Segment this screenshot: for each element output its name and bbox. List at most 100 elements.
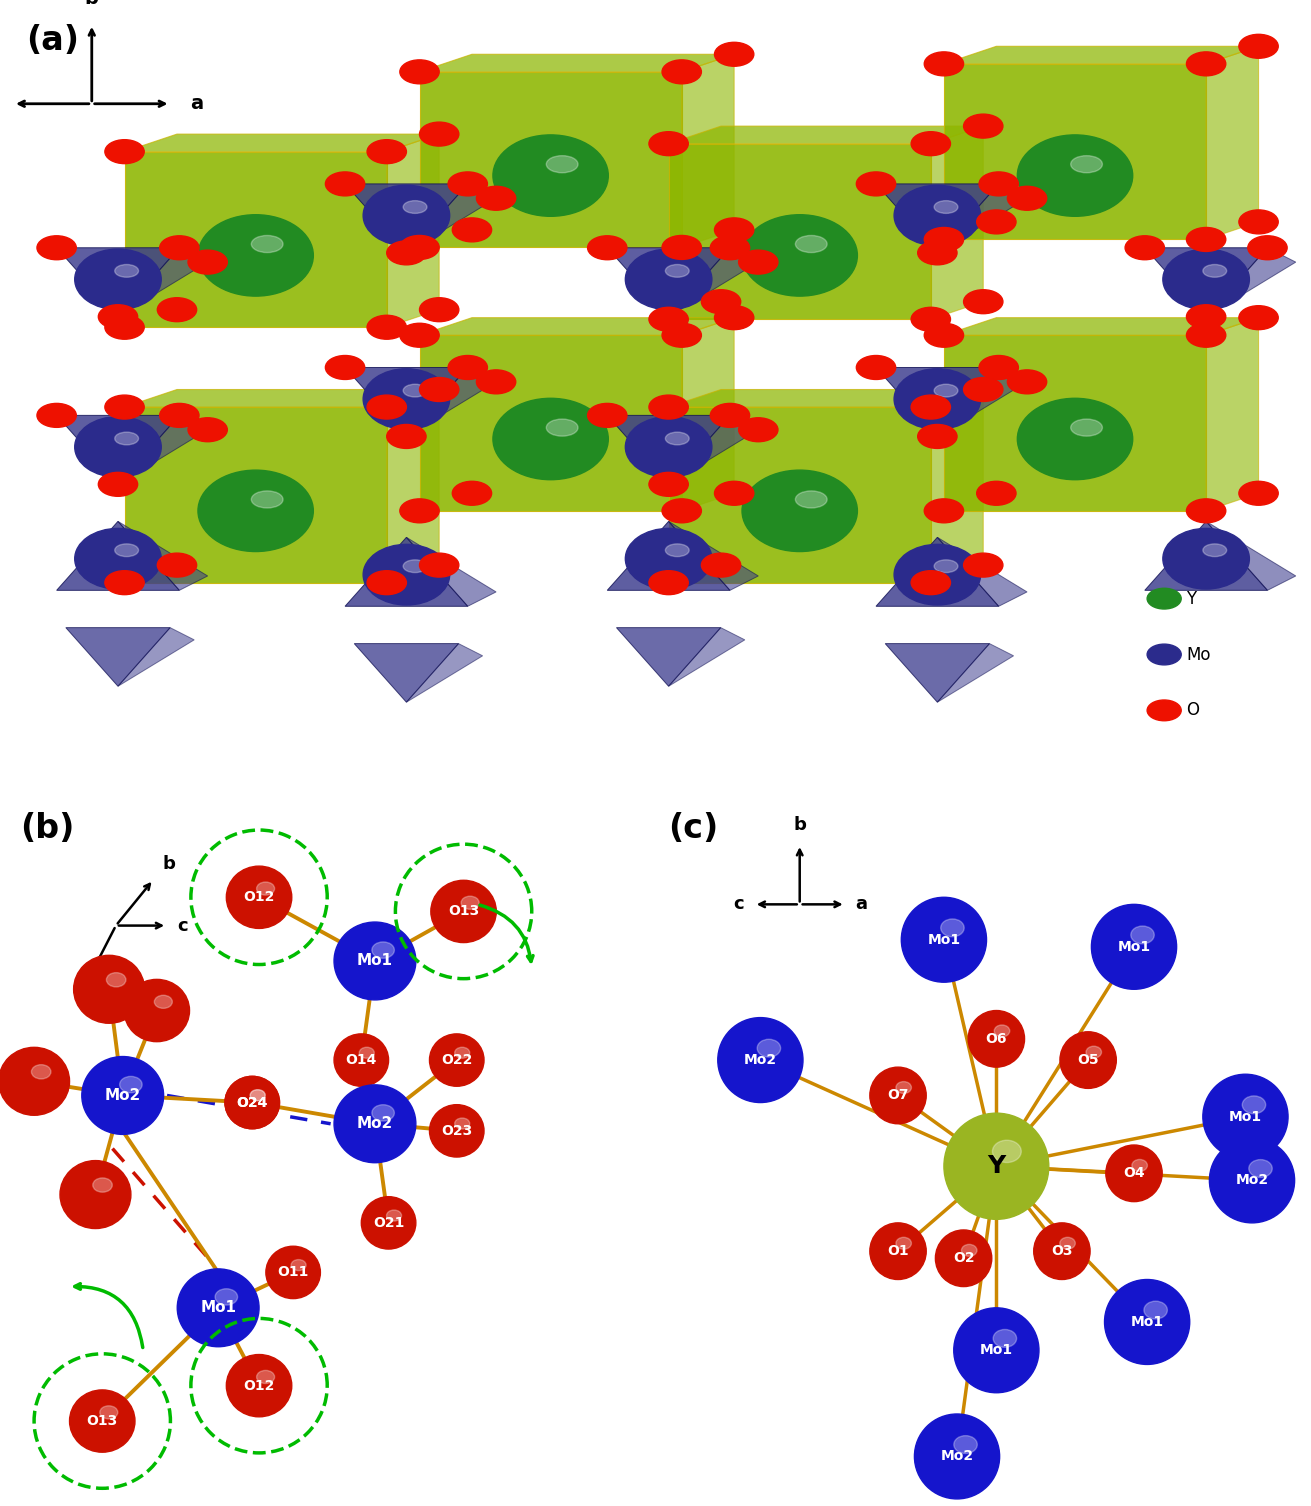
Polygon shape xyxy=(944,336,1206,511)
Ellipse shape xyxy=(363,369,450,429)
Ellipse shape xyxy=(992,1140,1021,1163)
Ellipse shape xyxy=(155,995,172,1009)
Polygon shape xyxy=(885,643,990,702)
Ellipse shape xyxy=(1249,1160,1272,1178)
Circle shape xyxy=(367,395,406,419)
Text: Mo1: Mo1 xyxy=(979,1343,1013,1357)
Ellipse shape xyxy=(1091,904,1177,989)
Polygon shape xyxy=(682,54,734,247)
Polygon shape xyxy=(354,643,459,702)
Circle shape xyxy=(587,236,627,259)
Circle shape xyxy=(105,140,144,164)
Polygon shape xyxy=(66,628,170,687)
Ellipse shape xyxy=(404,560,427,572)
Text: c: c xyxy=(733,896,745,913)
Ellipse shape xyxy=(1061,1032,1117,1089)
Ellipse shape xyxy=(125,979,190,1042)
Ellipse shape xyxy=(1071,155,1103,173)
Ellipse shape xyxy=(106,973,126,986)
Text: O3: O3 xyxy=(1051,1244,1072,1258)
Ellipse shape xyxy=(894,544,981,605)
Text: Mo2: Mo2 xyxy=(357,1116,393,1131)
Ellipse shape xyxy=(871,1068,927,1123)
Circle shape xyxy=(1186,498,1226,523)
Polygon shape xyxy=(1206,47,1259,239)
Circle shape xyxy=(187,250,227,274)
Circle shape xyxy=(1248,236,1287,259)
Polygon shape xyxy=(669,127,983,143)
Circle shape xyxy=(476,187,515,211)
Polygon shape xyxy=(125,152,387,327)
Circle shape xyxy=(977,482,1016,505)
Circle shape xyxy=(738,250,777,274)
Circle shape xyxy=(714,42,754,66)
Ellipse shape xyxy=(718,1018,802,1102)
Ellipse shape xyxy=(894,185,981,245)
Ellipse shape xyxy=(291,1259,305,1271)
Ellipse shape xyxy=(115,265,139,277)
Circle shape xyxy=(911,307,950,331)
Circle shape xyxy=(979,172,1019,196)
Circle shape xyxy=(400,498,439,523)
Ellipse shape xyxy=(198,215,313,297)
Polygon shape xyxy=(931,390,983,583)
Ellipse shape xyxy=(115,432,139,444)
Ellipse shape xyxy=(666,544,690,557)
Ellipse shape xyxy=(75,417,161,477)
Ellipse shape xyxy=(455,1117,469,1130)
Circle shape xyxy=(160,404,199,428)
Text: O4: O4 xyxy=(1124,1166,1145,1181)
Circle shape xyxy=(367,315,406,339)
Ellipse shape xyxy=(625,417,712,477)
Ellipse shape xyxy=(100,1405,118,1419)
Ellipse shape xyxy=(225,1077,279,1128)
Text: Mo1: Mo1 xyxy=(1117,940,1151,953)
Ellipse shape xyxy=(994,1026,1009,1036)
Ellipse shape xyxy=(81,1057,164,1134)
Polygon shape xyxy=(118,521,207,590)
Polygon shape xyxy=(406,184,496,253)
Circle shape xyxy=(1239,482,1278,505)
Polygon shape xyxy=(931,127,983,319)
Circle shape xyxy=(1186,51,1226,75)
Ellipse shape xyxy=(227,866,292,928)
Ellipse shape xyxy=(742,215,857,297)
Text: Mo1: Mo1 xyxy=(1130,1315,1164,1328)
Text: Mo1: Mo1 xyxy=(201,1300,236,1315)
Circle shape xyxy=(1186,304,1226,328)
Ellipse shape xyxy=(895,1081,911,1093)
Circle shape xyxy=(37,404,76,428)
Circle shape xyxy=(448,355,488,380)
Circle shape xyxy=(448,172,488,196)
Circle shape xyxy=(1239,209,1278,233)
Polygon shape xyxy=(56,521,180,590)
Circle shape xyxy=(662,498,701,523)
Polygon shape xyxy=(1206,521,1295,590)
Ellipse shape xyxy=(796,491,827,508)
Circle shape xyxy=(924,51,964,75)
Circle shape xyxy=(1147,589,1181,608)
Circle shape xyxy=(420,378,459,402)
Circle shape xyxy=(1147,645,1181,664)
Ellipse shape xyxy=(0,1047,69,1116)
Ellipse shape xyxy=(119,1077,142,1093)
Circle shape xyxy=(400,60,439,84)
Circle shape xyxy=(1007,187,1046,211)
Text: (a): (a) xyxy=(26,24,79,57)
Circle shape xyxy=(649,131,688,155)
Text: Mo1: Mo1 xyxy=(1228,1110,1262,1123)
Ellipse shape xyxy=(1105,1145,1162,1202)
Ellipse shape xyxy=(455,1047,469,1059)
Circle shape xyxy=(187,417,227,441)
Polygon shape xyxy=(125,407,387,583)
Ellipse shape xyxy=(1086,1047,1101,1059)
Ellipse shape xyxy=(742,470,857,551)
Polygon shape xyxy=(420,54,734,72)
Ellipse shape xyxy=(954,1307,1038,1393)
Text: O22: O22 xyxy=(440,1053,472,1068)
Text: O24: O24 xyxy=(236,1095,267,1110)
Text: O1: O1 xyxy=(888,1244,909,1258)
Polygon shape xyxy=(125,134,439,152)
Ellipse shape xyxy=(227,1354,292,1417)
Ellipse shape xyxy=(758,1039,780,1057)
